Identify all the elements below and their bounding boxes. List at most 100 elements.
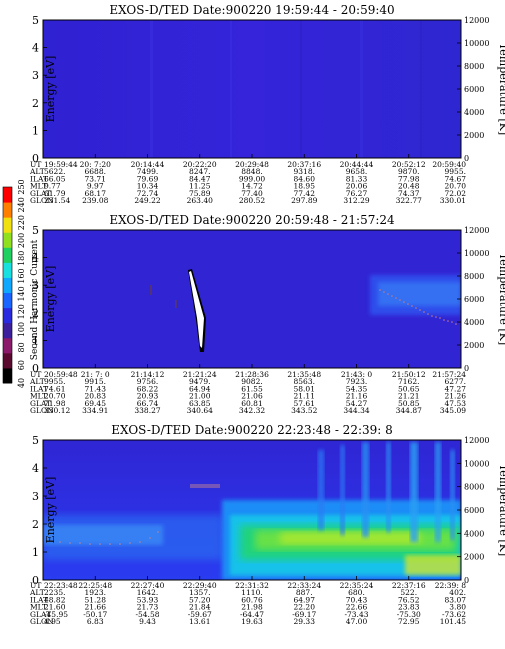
colorbar-tick-label: 250 xyxy=(17,179,26,194)
panel-1-table-cell: 20: 7:20 xyxy=(80,160,112,169)
panel-2-table-cell: 68.22 xyxy=(137,384,159,393)
panel-2-ytick-left-label: 4 xyxy=(32,252,39,265)
colorbar-tick-label: 140 xyxy=(17,286,26,301)
panel-1-table-cell: 72.02 xyxy=(445,189,467,198)
panel-3-table-cell: 29.33 xyxy=(294,617,316,626)
panel-1-table-cell: 20.06 xyxy=(346,182,368,191)
panel-2-table-cell: 21:28:36 xyxy=(235,370,269,379)
panel-1-table-cell: 297.89 xyxy=(291,196,317,205)
panel-1-table-cell: 20.70 xyxy=(445,182,467,191)
colorbar-swatch xyxy=(3,322,12,339)
panel-1-table-cell: 9955. xyxy=(445,167,466,176)
panel-2-table-cell: 344.34 xyxy=(343,406,369,415)
panel-3-row-label: ALT xyxy=(29,588,45,597)
panel-2-row-label: GLON xyxy=(30,406,54,415)
panel-1-row-label: GLAT xyxy=(30,189,51,198)
panel-1-title: EXOS-D/TED Date:900220 19:59:44 - 20:59:… xyxy=(109,3,394,17)
panel-1-table-cell: 999.00 xyxy=(239,174,265,183)
panel-2-table-cell: 21.26 xyxy=(445,392,467,401)
panel-1-row-label: ALT xyxy=(29,167,45,176)
colorbar-tick-label: 240 xyxy=(17,197,26,212)
panel-1-table-cell: 9.77 xyxy=(44,182,61,191)
panel-2-table-cell: 330.12 xyxy=(44,406,70,415)
panel-1-table-cell: 231.54 xyxy=(44,196,70,205)
panel-2-table-cell: 6277. xyxy=(445,377,466,386)
panel-2-table-cell: 9082. xyxy=(241,377,262,386)
panel-3-table-cell: 21.60 xyxy=(44,603,66,612)
panel-1-ytick-right-label: 0 xyxy=(464,154,469,163)
panel-3-ytick-right-label: 4000 xyxy=(464,529,484,538)
panel-2-table-cell: 66.74 xyxy=(137,399,159,408)
panel-3-table-cell: 53.93 xyxy=(137,595,159,604)
panel-2-table-cell: 7923. xyxy=(346,377,367,386)
panel-1-ytick-left-label: 0 xyxy=(32,152,39,165)
panel-1-table-cell: 68.17 xyxy=(85,189,107,198)
panel-2-ytick-left-label: 5 xyxy=(32,224,39,237)
panel-2-row-label: UT xyxy=(30,370,41,379)
panel-1-ephemeris-table: UTALTILATMLTGLATGLON19:59:445622.66.059.… xyxy=(29,154,466,205)
colorbar-swatch xyxy=(3,232,12,248)
panel-3-table-cell: 19.63 xyxy=(241,617,263,626)
panel-2-table-cell: 9479. xyxy=(189,377,210,386)
panel-3-table-cell: 101.45 xyxy=(440,617,466,626)
colorbar-frame xyxy=(2,186,13,384)
panel-2-table-cell: 64.94 xyxy=(189,384,211,393)
panel-3-table-cell: 21.98 xyxy=(241,603,263,612)
panel-2-table-cell: 54.35 xyxy=(346,384,368,393)
panel-1-heatmap xyxy=(43,20,461,158)
panel-1-table-cell: 10.34 xyxy=(137,182,159,191)
colorbar-tick-label: 160 xyxy=(17,268,26,283)
colorbar-tick-label: 80 xyxy=(17,342,26,352)
panel-2-ytick-left-label: 1 xyxy=(32,334,39,347)
panel-2-table-cell: 69.45 xyxy=(85,399,107,408)
panel-2-ytick-right-label: 8000 xyxy=(464,272,484,281)
panel-3-table-cell: 22:23:48 xyxy=(44,581,78,590)
panel-1-table-cell: 239.08 xyxy=(82,196,108,205)
panel-3-ytick-left-label: 4 xyxy=(32,462,39,475)
panel-3-table-cell: 2235. xyxy=(44,588,65,597)
panel-3-table-cell: -59.67 xyxy=(188,610,212,619)
panel-3-table-cell: 48.82 xyxy=(44,595,66,604)
panel-3-table-cell: 21.73 xyxy=(137,603,159,612)
panel-2-table-cell: 340.64 xyxy=(187,406,213,415)
panel-3-ytick-left-label: 1 xyxy=(32,546,39,559)
panel-1-ytick-left-label: 5 xyxy=(32,14,39,27)
panel-3-table-cell: 60.76 xyxy=(241,595,263,604)
panel-1-table-cell: 74.67 xyxy=(445,174,467,183)
panel-2-table-cell: 71.43 xyxy=(85,384,107,393)
panel-3-table-cell: 22:39: 8 xyxy=(435,581,467,590)
panel-3-ytick-left-label: 5 xyxy=(32,434,39,447)
colorbar-tick-label: 40 xyxy=(17,378,26,388)
panel-2-ytick-left-label: 0 xyxy=(32,362,39,375)
panel-2-ytick-left-label: 3 xyxy=(32,279,39,292)
panel-2-ytick-right-label: 2000 xyxy=(464,341,484,350)
panel-3-row-label: ILAT xyxy=(30,595,48,604)
panel-3-table-cell: 22.66 xyxy=(346,603,368,612)
panel-3-ytick-right-label: 12000 xyxy=(464,436,489,445)
panel-1-table-cell: 322.77 xyxy=(396,196,422,205)
panel-1-table-cell: 76.27 xyxy=(346,189,368,198)
panel-1-table-cell: 77.40 xyxy=(241,189,263,198)
panel-2-table-cell: 7162. xyxy=(398,377,419,386)
panel-2-yticks-left: 0 1 2 3 4 5 xyxy=(32,224,47,375)
panel-1-table-cell: 74.37 xyxy=(398,189,420,198)
panel-1-table-cell: 20:59:40 xyxy=(432,160,466,169)
panel-1-table-cell: 5622. xyxy=(44,167,65,176)
panel-1-table-cell: 77.42 xyxy=(294,189,316,198)
panel-2-table-cell: 58.01 xyxy=(294,384,315,393)
panel-3-table-cell: 22:33:24 xyxy=(287,581,321,590)
panel-2-table-cell: 20:59:48 xyxy=(44,370,78,379)
panel-2-table-cell: 47.27 xyxy=(445,384,467,393)
panel-3-table-cell: 6.83 xyxy=(87,617,104,626)
colorbar-swatch xyxy=(3,307,12,324)
panel-3-title: EXOS-D/TED Date:900220 22:23:48 - 22:39:… xyxy=(111,423,393,437)
panel-2-table-cell: 54.27 xyxy=(346,399,368,408)
panel-1-table-cell: 73.71 xyxy=(85,174,106,183)
panel-3-table-cell: 522. xyxy=(400,588,417,597)
panel-3-table-cell: 1642. xyxy=(137,588,158,597)
panel-3-table-cell: 22.20 xyxy=(294,603,316,612)
panel-3-row-label: GLON xyxy=(30,617,54,626)
panel-3-table-cell: 22:31:32 xyxy=(235,581,269,590)
panel-2: EXOS-D/TED Date:900220 20:59:48 - 21:57:… xyxy=(29,213,505,415)
